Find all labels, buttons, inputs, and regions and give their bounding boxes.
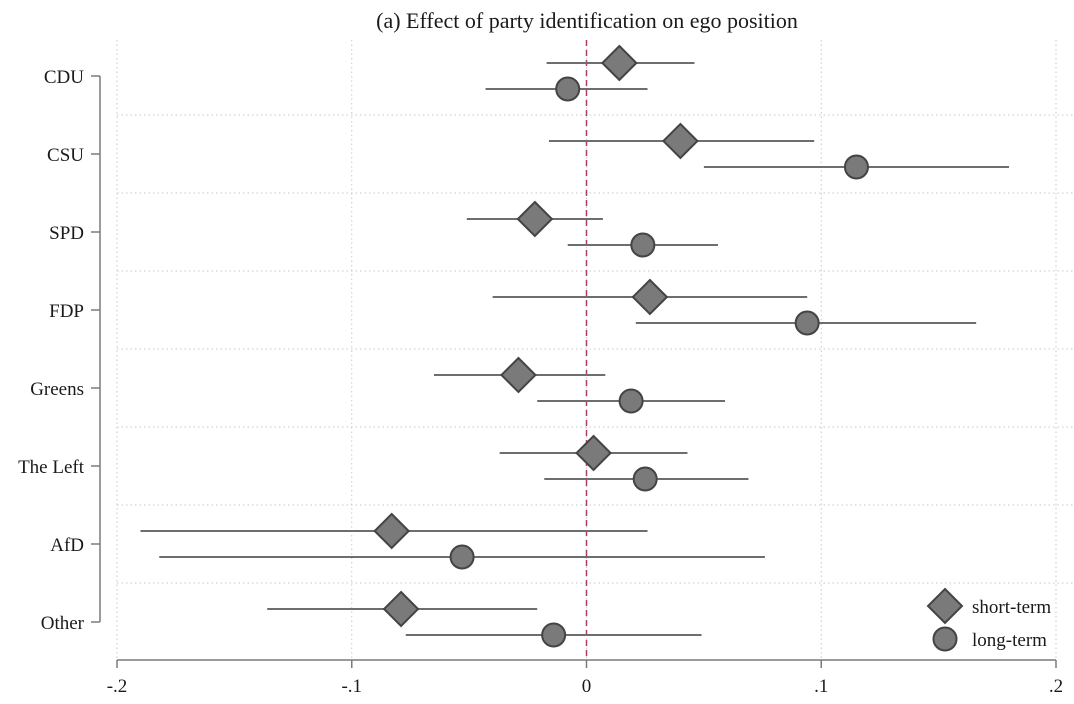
point-estimate-circle: [843, 154, 869, 180]
y-tick-label: CSU: [47, 145, 84, 166]
x-tick-label: .1: [814, 676, 828, 697]
grid: [116, 40, 1074, 660]
legend: short-term long-term: [926, 587, 1051, 652]
point-estimate-diamond: [373, 512, 411, 550]
point-estimate-circle: [630, 232, 656, 258]
x-tick-label: .2: [1049, 676, 1063, 697]
x-tick-label: -.1: [341, 676, 362, 697]
point-estimate-diamond: [600, 44, 638, 82]
y-tick-label: AfD: [50, 535, 84, 556]
y-tick-label: CDU: [44, 67, 84, 88]
point-estimate-diamond: [631, 278, 669, 316]
y-tick-label: The Left: [18, 457, 85, 478]
axes: CDU CSU SPD FDP Greens The Left AfD Other -.2 -.1…: [18, 67, 1063, 697]
data-marks: [140, 44, 1010, 648]
y-tick-label: FDP: [49, 301, 84, 322]
legend-label: short-term: [972, 597, 1051, 618]
point-estimate-circle: [794, 310, 820, 336]
legend-marker-diamond: [926, 587, 964, 625]
point-estimate-diamond: [516, 200, 554, 238]
point-estimate-diamond: [575, 434, 612, 472]
point-estimate-circle: [541, 622, 567, 648]
point-estimate-circle: [449, 544, 475, 570]
point-estimate-diamond: [500, 356, 537, 394]
point-estimate-circle: [632, 466, 658, 492]
chart-title: (a) Effect of party identification on eg…: [376, 8, 798, 33]
legend-label: long-term: [972, 630, 1047, 651]
point-estimate-circle: [555, 76, 581, 102]
y-tick-label: Greens: [30, 379, 84, 400]
y-tick-label: Other: [41, 613, 85, 634]
point-estimate-diamond: [382, 590, 420, 628]
x-tick-label: -.2: [107, 676, 128, 697]
x-tick-label: 0: [582, 676, 592, 697]
y-tick-label: SPD: [49, 223, 84, 244]
legend-marker-circle: [932, 626, 958, 652]
point-estimate-circle: [618, 388, 644, 414]
point-estimate-diamond: [661, 122, 699, 160]
